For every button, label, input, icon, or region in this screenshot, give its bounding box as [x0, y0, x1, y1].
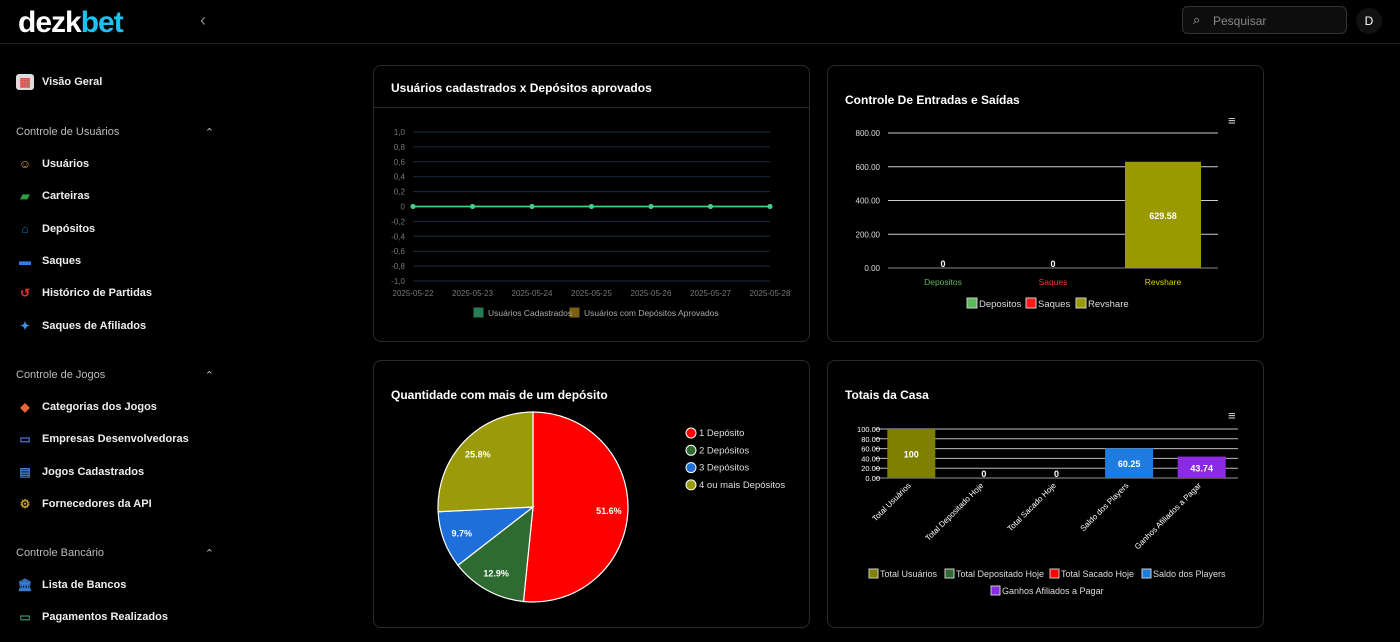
- chevron-up-icon: ⌃: [204, 127, 214, 139]
- sidebar-item[interactable]: ⌂ Depósitos: [16, 221, 95, 237]
- sidebar-item[interactable]: ▬ Saques: [16, 253, 81, 269]
- menu-icon: ☺: [18, 157, 32, 171]
- sidebar-item[interactable]: ✦ Saques de Afiliados: [16, 318, 146, 334]
- menu-icon: ✦: [19, 318, 31, 333]
- sidebar-item[interactable]: ▭ Pagamentos Realizados: [16, 609, 168, 625]
- sidebar-section[interactable]: Controle de Jogos ⌃: [16, 369, 214, 382]
- card-title: Usuários cadastrados x Depósitos aprovad…: [391, 81, 652, 95]
- sidebar-section[interactable]: Controle Bancário ⌃: [16, 547, 214, 560]
- sidebar-item[interactable]: ◆ Categorias dos Jogos: [16, 399, 157, 415]
- card-line-chart: Usuários cadastrados x Depósitos aprovad…: [373, 65, 810, 342]
- search-input[interactable]: ⌕ Pesquisar: [1182, 6, 1347, 34]
- sidebar-item[interactable]: ▰ Carteiras: [16, 188, 89, 204]
- menu-icon: ◆: [20, 400, 30, 414]
- logo[interactable]: dezkbet: [18, 6, 124, 39]
- card-title: Controle De Entradas e Saídas: [845, 93, 1020, 107]
- menu-icon: ▰: [20, 189, 30, 204]
- avatar[interactable]: D: [1356, 8, 1382, 34]
- card-flow-chart: Controle De Entradas e Saídas: [827, 65, 1264, 342]
- sidebar-section[interactable]: Controle de Usuários ⌃: [16, 126, 214, 139]
- sidebar-item-visao-geral[interactable]: ▦ Visão Geral: [16, 74, 102, 90]
- top-bar: dezkbet ‹ ⌕ Pesquisar D: [0, 0, 1400, 44]
- sidebar-item[interactable]: ↺ Histórico de Partidas: [16, 285, 152, 301]
- dashboard-icon: ▦: [16, 74, 34, 90]
- sidebar-item[interactable]: ⚙ Fornecedores da API: [16, 496, 152, 512]
- menu-icon: ▬: [19, 253, 31, 268]
- chevron-up-icon: ⌃: [204, 548, 214, 560]
- card-pie-chart: Quantidade com mais de um depósito: [373, 360, 810, 628]
- card-title: Quantidade com mais de um depósito: [391, 388, 608, 402]
- menu-icon: 🏛: [17, 578, 33, 592]
- search-icon: ⌕: [1193, 12, 1201, 27]
- sidebar-item[interactable]: ▭ Empresas Desenvolvedoras: [16, 431, 188, 447]
- chevron-up-icon: ⌃: [204, 370, 214, 382]
- menu-icon: ↺: [19, 286, 31, 301]
- menu-icon: ▤: [19, 464, 31, 479]
- sidebar-item[interactable]: ☺ Usuários: [16, 156, 89, 172]
- menu-icon: ▭: [19, 610, 31, 625]
- card-totals-chart: Totais da Casa: [827, 360, 1264, 628]
- card-title: Totais da Casa: [845, 388, 929, 402]
- menu-icon: ⚙: [19, 496, 31, 511]
- collapse-sidebar-icon[interactable]: ‹: [200, 10, 206, 30]
- menu-icon: ▭: [19, 432, 31, 447]
- sidebar-item[interactable]: 🏛 Lista de Bancos: [17, 578, 127, 592]
- menu-icon: ⌂: [21, 221, 29, 236]
- sidebar-item[interactable]: ▤ Jogos Cadastrados: [16, 464, 144, 480]
